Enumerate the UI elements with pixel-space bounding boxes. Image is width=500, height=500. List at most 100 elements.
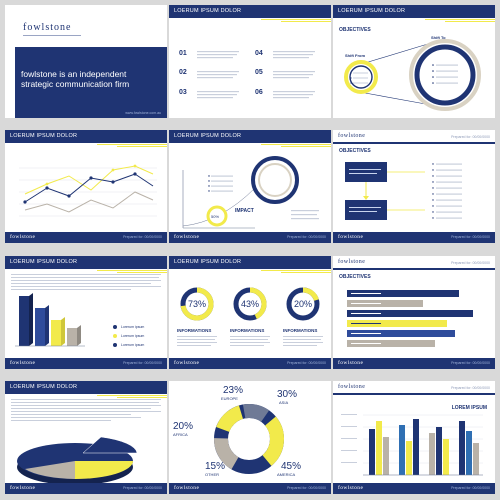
header-logo: fowlstone bbox=[338, 259, 366, 265]
objectives-flow bbox=[345, 162, 462, 220]
percent-2: 43% bbox=[241, 299, 260, 309]
footer-logo: fowlstone bbox=[174, 234, 200, 240]
other-label: OTHER bbox=[205, 472, 219, 477]
header-stripes bbox=[261, 19, 331, 22]
prepared-for: Prepared for: 00/00/0000 bbox=[451, 361, 490, 365]
slide-header: LOERUM IPSUM DOLOR bbox=[169, 5, 331, 18]
slide-3d-pie[interactable]: LOERUM IPSUM DOLOR fowlstone Prepared fo… bbox=[5, 381, 167, 494]
america-pct: 45% bbox=[281, 461, 302, 472]
impact-label: IMPACT bbox=[235, 208, 254, 214]
percent-3: 20% bbox=[294, 299, 313, 309]
header-logo: fowlstone bbox=[338, 384, 366, 390]
header-logo: fowlstone bbox=[338, 133, 366, 139]
numbered-text-lines bbox=[197, 51, 315, 99]
info-title-2: INFORMATIONS bbox=[230, 328, 265, 333]
impact-value: 50% bbox=[211, 214, 220, 219]
cover-logo: fowlstone bbox=[23, 22, 72, 33]
slide-header: LOERUM IPSUM DOLOR bbox=[5, 381, 167, 394]
3d-pie-chart bbox=[11, 399, 161, 485]
cover-tagline: fowlstone is an independent strategic co… bbox=[21, 69, 130, 89]
asia-pct: 30% bbox=[277, 389, 298, 400]
other-pct: 15% bbox=[205, 461, 226, 472]
objectives-title: OBJECTIVES bbox=[339, 274, 371, 280]
prepared-for: Prepared for: 00/00/0000 bbox=[123, 361, 162, 365]
prepared-for: Prepared for: 00/00/0000 bbox=[451, 135, 490, 139]
impact-diagram bbox=[182, 156, 319, 229]
slide-footer: fowlstone Prepared for: 00/00/0000 bbox=[169, 232, 331, 243]
prepared-for: Prepared for: 00/00/0000 bbox=[451, 386, 490, 390]
region-donut bbox=[214, 403, 284, 475]
shift-diagram bbox=[344, 39, 481, 111]
header-stripes bbox=[97, 144, 167, 147]
slide-line-chart[interactable]: LOERUM IPSUM DOLOR fowlstone Prepared fo… bbox=[5, 130, 167, 243]
slide-footer: fowlstone Prepared for: 00/00/0000 bbox=[333, 232, 495, 243]
header-stripes bbox=[97, 395, 167, 398]
prepared-for: Prepared for: 00/00/0000 bbox=[451, 486, 490, 490]
slide-percentages[interactable]: LOERUM IPSUM DOLOR 73% 43% 20% INFORMATI… bbox=[169, 256, 331, 369]
slide-horizontal-bars[interactable]: fowlstone Prepared for: 00/00/0000 OBJEC… bbox=[333, 256, 495, 369]
footer-logo: fowlstone bbox=[10, 234, 36, 240]
slide-header: LOERUM IPSUM DOLOR bbox=[5, 130, 167, 143]
slide-donut-regions[interactable]: 23% EUROPE 30% ASIA 20% AFRICA 15% OTHER… bbox=[169, 381, 331, 494]
slide-header: fowlstone Prepared for: 00/00/0000 bbox=[333, 130, 495, 147]
prepared-for: Prepared for: 00/00/0000 bbox=[451, 235, 490, 239]
asia-label: ASIA bbox=[279, 400, 289, 405]
number-04: 04 bbox=[255, 50, 263, 57]
footer-logo: fowlstone bbox=[174, 360, 200, 366]
slide-header: LOERUM IPSUM DOLOR bbox=[169, 256, 331, 269]
slide-3d-bars[interactable]: LOERUM IPSUM DOLOR Lorerum ipsum Lorerum… bbox=[5, 256, 167, 369]
slide-header: LOERUM IPSUM DOLOR bbox=[5, 256, 167, 269]
slide-column-chart[interactable]: fowlstone Prepared for: 00/00/0000 LOREM… bbox=[333, 381, 495, 494]
slide-header: LOERUM IPSUM DOLOR bbox=[169, 130, 331, 143]
percent-rings bbox=[177, 287, 323, 346]
cover-logo-underline bbox=[23, 35, 81, 36]
europe-pct: 23% bbox=[223, 385, 244, 396]
horizontal-bar-chart bbox=[347, 290, 473, 347]
footer-logo: fowlstone bbox=[338, 360, 364, 366]
slide-header: fowlstone Prepared for: 00/00/0000 bbox=[333, 256, 495, 273]
header-stripes bbox=[97, 270, 167, 273]
europe-label: EUROPE bbox=[221, 396, 238, 401]
africa-pct: 20% bbox=[173, 421, 194, 432]
slide-footer: fowlstone Prepared for: 00/00/0000 bbox=[169, 483, 331, 494]
objectives-title: OBJECTIVES bbox=[339, 148, 371, 154]
shift-from-label: Shift From bbox=[345, 53, 365, 58]
footer-logo: fowlstone bbox=[10, 360, 36, 366]
number-03: 03 bbox=[179, 89, 187, 96]
legend-item-2: Lorerum ipsum bbox=[121, 334, 145, 338]
info-title-3: INFORMATIONS bbox=[283, 328, 318, 333]
prepared-for: Prepared for: 00/00/0000 bbox=[287, 361, 326, 365]
legend-item-1: Lorerum ipsum bbox=[121, 325, 145, 329]
slide-footer: fowlstone Prepared for: 00/00/0000 bbox=[333, 483, 495, 494]
slide-footer: fowlstone Prepared for: 00/00/0000 bbox=[169, 358, 331, 369]
percent-1: 73% bbox=[188, 299, 207, 309]
slide-shift[interactable]: LOERUM IPSUM DOLOR OBJECTIVES Shift From… bbox=[333, 5, 495, 118]
footer-logo: fowlstone bbox=[174, 485, 200, 491]
prepared-for: Prepared for: 00/00/0000 bbox=[287, 235, 326, 239]
slide-footer: fowlstone Prepared for: 00/00/0000 bbox=[5, 483, 167, 494]
slide-numbered-list[interactable]: LOERUM IPSUM DOLOR 01 02 03 04 05 06 bbox=[169, 5, 331, 118]
america-label: AMERICA bbox=[277, 472, 296, 477]
africa-label: AFRICA bbox=[173, 432, 188, 437]
footer-logo: fowlstone bbox=[338, 485, 364, 491]
header-stripes bbox=[261, 144, 331, 147]
slide-footer: fowlstone Prepared for: 00/00/0000 bbox=[5, 232, 167, 243]
column-chart bbox=[341, 414, 483, 476]
legend-item-3: Lorerum ipsum bbox=[121, 343, 145, 347]
info-title-1: INFORMATIONS bbox=[177, 328, 212, 333]
lorem-title: LOREM IPSUM bbox=[451, 405, 487, 411]
number-05: 05 bbox=[255, 69, 263, 76]
slide-objectives-flow[interactable]: fowlstone Prepared for: 00/00/0000 OBJEC… bbox=[333, 130, 495, 243]
number-06: 06 bbox=[255, 89, 263, 96]
slide-header: fowlstone Prepared for: 00/00/0000 bbox=[333, 381, 495, 398]
number-01: 01 bbox=[179, 50, 187, 57]
line-chart bbox=[19, 164, 157, 217]
objectives-title: OBJECTIVES bbox=[339, 27, 371, 33]
prepared-for: Prepared for: 00/00/0000 bbox=[123, 235, 162, 239]
number-02: 02 bbox=[179, 69, 187, 76]
shift-to-label: Shift To bbox=[431, 35, 446, 40]
slide-cover[interactable]: fowlstone fowlstone is an independent st… bbox=[5, 5, 167, 118]
prepared-for: Prepared for: 00/00/0000 bbox=[287, 486, 326, 490]
slide-impact[interactable]: LOERUM IPSUM DOLOR IMPACT 50% fowlstone … bbox=[169, 130, 331, 243]
